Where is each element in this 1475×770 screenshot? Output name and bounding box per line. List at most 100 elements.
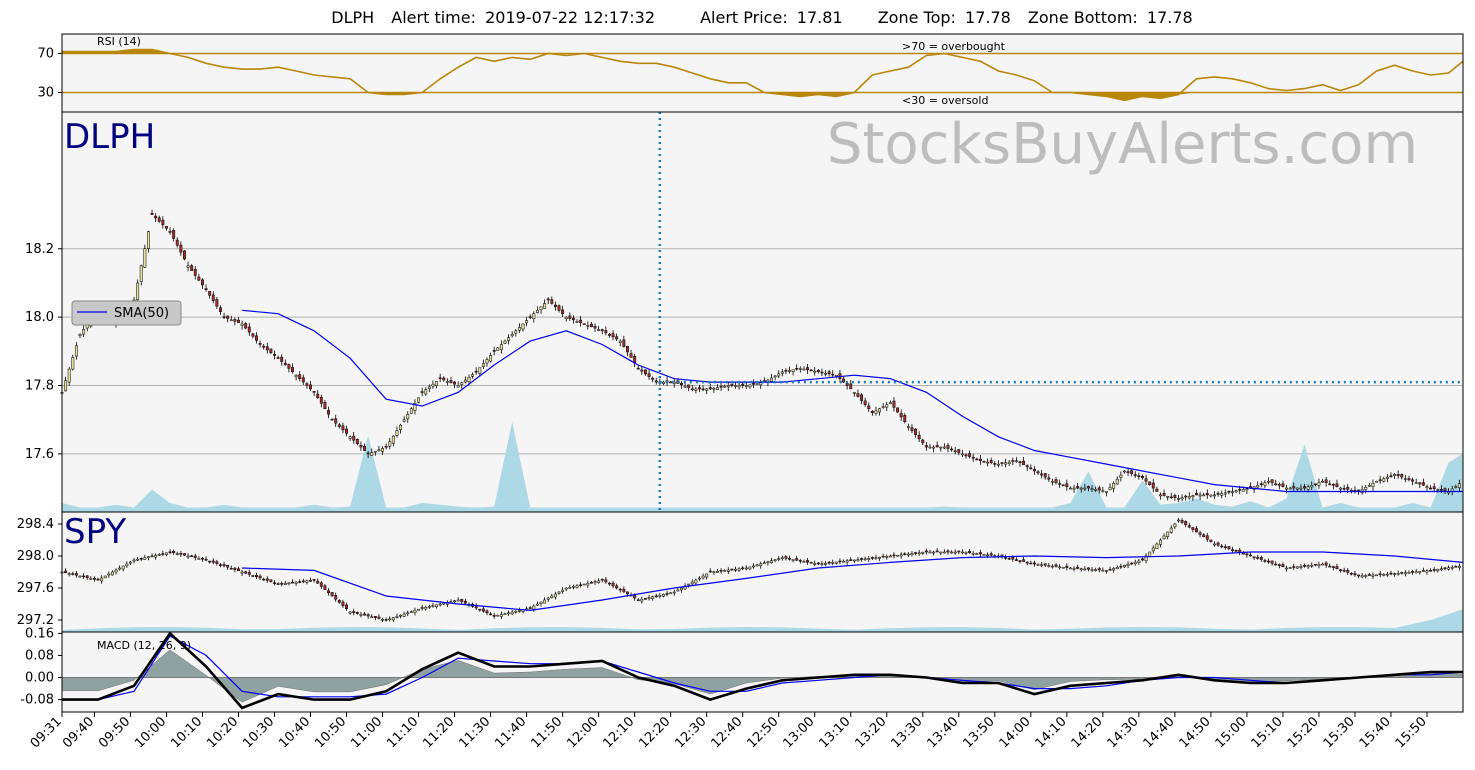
x-tick-label: 12:10 <box>600 714 637 751</box>
dlph-candle <box>1256 485 1260 488</box>
spy-candle <box>640 598 644 602</box>
dlph-candle <box>1191 495 1195 498</box>
dlph-candle <box>694 388 698 391</box>
spy-candle <box>665 593 669 595</box>
dlph-candle <box>1436 489 1440 491</box>
spy-candle <box>514 610 518 613</box>
x-tick-label: 12:20 <box>636 714 673 751</box>
dlph-candle <box>1177 498 1180 500</box>
dlph-candle <box>942 446 946 449</box>
spy-candle <box>942 551 946 554</box>
dlph-candle <box>503 340 507 344</box>
panel-background <box>62 512 1463 632</box>
spy-candle <box>546 597 550 600</box>
dlph-candle <box>856 393 860 397</box>
x-tick-label: 11:50 <box>528 714 565 751</box>
zone-top-value: 17.78 <box>965 8 1011 27</box>
dlph-candle <box>1061 484 1065 487</box>
spy-candle <box>845 560 849 563</box>
spy-candle <box>107 573 111 576</box>
dlph-candle <box>755 383 759 385</box>
dlph-candle <box>640 369 644 372</box>
dlph-candle <box>161 219 165 226</box>
dlph-candle <box>932 446 936 449</box>
dlph-candle <box>546 298 550 301</box>
dlph-candle <box>888 402 892 405</box>
dlph-candle <box>1108 487 1112 491</box>
dlph-candle <box>1162 493 1166 496</box>
dlph-candle <box>716 387 719 390</box>
spy-candle <box>1414 571 1418 574</box>
spy-candle <box>625 591 629 595</box>
spy-candle <box>190 555 194 558</box>
dlph-candle <box>265 346 269 351</box>
spy-candle <box>878 556 882 559</box>
spy-candle <box>647 597 651 599</box>
x-axis: 09:3109:4009:5010:0010:1010:2010:3010:40… <box>28 712 1430 751</box>
dlph-candle <box>391 435 395 444</box>
dlph-candle <box>262 345 266 348</box>
spy-candle <box>355 611 359 614</box>
dlph-candle <box>359 445 363 448</box>
spy-candle <box>860 558 863 560</box>
spy-candle <box>870 557 874 559</box>
dlph-candle <box>1277 484 1281 486</box>
spy-candle <box>1349 573 1353 575</box>
spy-candle <box>928 551 932 554</box>
sma-legend-label: SMA(50) <box>114 306 169 321</box>
x-tick-label: 09:31 <box>28 714 65 751</box>
spy-candle <box>784 556 788 559</box>
spy-candle <box>348 611 352 614</box>
spy-candle <box>1342 569 1346 572</box>
dlph-candle <box>975 458 979 461</box>
dlph-candle <box>824 372 827 375</box>
spy-candle <box>197 558 201 560</box>
x-tick-label: 14:40 <box>1141 714 1178 751</box>
spy-candle <box>273 582 276 584</box>
spy-candle <box>219 564 222 566</box>
dlph-candle <box>654 380 658 383</box>
dlph-candle <box>1454 486 1458 488</box>
spy-y-tick-label: 298.4 <box>17 517 54 532</box>
spy-candle <box>737 568 741 571</box>
x-tick-label: 15:50 <box>1393 714 1430 751</box>
x-tick-label: 14:10 <box>1033 714 1070 751</box>
dlph-candle <box>878 408 882 413</box>
dlph-candle <box>827 371 831 375</box>
spy-candle <box>1007 558 1011 560</box>
spy-candle <box>1393 573 1397 575</box>
spy-candle <box>957 550 961 553</box>
spy-candle <box>208 560 212 563</box>
dlph-candle <box>1324 479 1328 483</box>
dlph-candle <box>935 445 939 448</box>
spy-candle <box>1313 563 1317 566</box>
dlph-candle <box>226 315 230 319</box>
spy-candle <box>251 575 255 577</box>
dlph-candle <box>1231 491 1234 493</box>
spy-candle <box>420 607 424 609</box>
spy-candle <box>438 603 442 606</box>
spy-candle <box>269 579 273 582</box>
dlph-candle <box>773 375 777 378</box>
dlph-candle <box>1155 488 1159 492</box>
spy-candle <box>431 605 435 607</box>
dlph-candle <box>842 378 845 383</box>
spy-candle <box>1400 572 1404 574</box>
spy-candle <box>1385 573 1389 576</box>
dlph-candle <box>496 347 500 351</box>
spy-candle <box>1324 562 1328 566</box>
spy-candle <box>1267 560 1270 563</box>
dlph-candle <box>316 393 320 399</box>
rsi-title: RSI (14) <box>97 35 141 48</box>
dlph-candle <box>1050 480 1054 483</box>
spy-candle <box>283 582 287 585</box>
spy-candle <box>1133 561 1137 565</box>
dlph-candle <box>1346 487 1350 490</box>
dlph-candle <box>1259 483 1263 486</box>
spy-candle <box>1454 566 1458 568</box>
spy-candle <box>1371 574 1375 577</box>
sma-legend: SMA(50) <box>71 300 182 326</box>
dlph-candle <box>1079 487 1083 490</box>
spy-candle <box>834 561 838 564</box>
dlph-candle <box>687 384 691 388</box>
